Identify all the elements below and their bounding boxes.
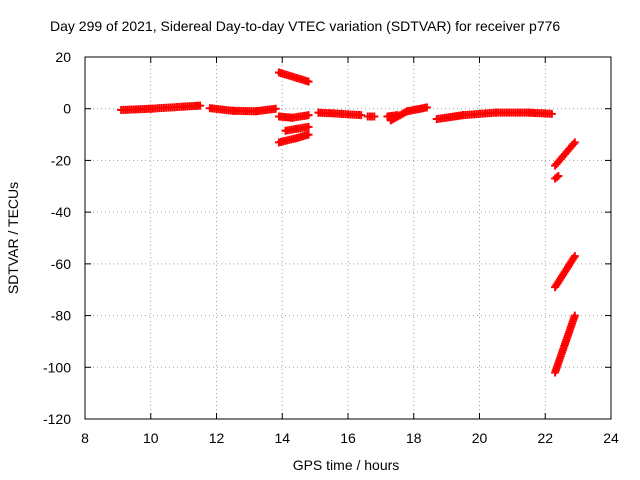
series-arc-10 (386, 103, 431, 125)
y-tick-label: -80 (51, 308, 71, 324)
y-tick-label: 20 (55, 49, 71, 65)
data-point (304, 122, 313, 131)
series-arc-14 (551, 252, 579, 292)
x-axis-label: GPS time / hours (293, 457, 400, 473)
data-point (547, 109, 556, 118)
x-tick-label: 14 (274, 430, 290, 446)
x-tick-label: 20 (472, 430, 488, 446)
series-arc-7 (314, 108, 366, 120)
x-tick-label: 8 (81, 430, 89, 446)
y-tick-label: -20 (51, 152, 71, 168)
y-axis-label: SDTVAR / TECUs (5, 182, 21, 294)
data-point (570, 138, 579, 147)
data-point (570, 252, 579, 261)
x-tick-label: 10 (143, 430, 159, 446)
series-arc-2 (205, 104, 280, 116)
x-tick-label: 22 (537, 430, 553, 446)
data-point (271, 104, 280, 113)
marks-layer (117, 68, 579, 377)
x-tick-label: 12 (209, 430, 225, 446)
y-tick-label: -100 (43, 359, 71, 375)
series-arc-8 (363, 112, 379, 121)
series-arc-11 (432, 108, 556, 124)
series-arc-6 (274, 130, 313, 147)
series-arc-12 (551, 138, 579, 170)
y-tick-label: -120 (43, 411, 71, 427)
series-arc-4 (274, 111, 313, 122)
data-point (196, 101, 205, 110)
data-point (554, 171, 563, 180)
series-arc-3 (274, 68, 313, 86)
data-point (304, 130, 313, 139)
y-tick-label: -40 (51, 204, 71, 220)
data-point (304, 111, 313, 120)
series-arc-13 (551, 171, 563, 183)
series-arc-5 (281, 122, 313, 135)
series-arc-15 (551, 311, 579, 377)
data-point (552, 173, 561, 182)
ticks-layer: 8 10 12 14 16 18 20 22 24 20 0 -20 -40 -60 -80 -100 -120 (43, 49, 619, 446)
data-point (570, 311, 579, 320)
x-tick-label: 18 (406, 430, 422, 446)
x-tick-label: 24 (603, 430, 619, 446)
data-point (370, 112, 379, 121)
y-tick-label: 0 (63, 101, 71, 117)
series-arc-1 (117, 101, 205, 115)
data-point (422, 103, 431, 112)
data-point (304, 77, 313, 86)
x-tick-label: 16 (340, 430, 356, 446)
data-point (357, 111, 366, 120)
data-point (569, 139, 578, 148)
y-tick-label: -60 (51, 256, 71, 272)
chart-title: Day 299 of 2021, Sidereal Day-to-day VTE… (50, 18, 561, 34)
